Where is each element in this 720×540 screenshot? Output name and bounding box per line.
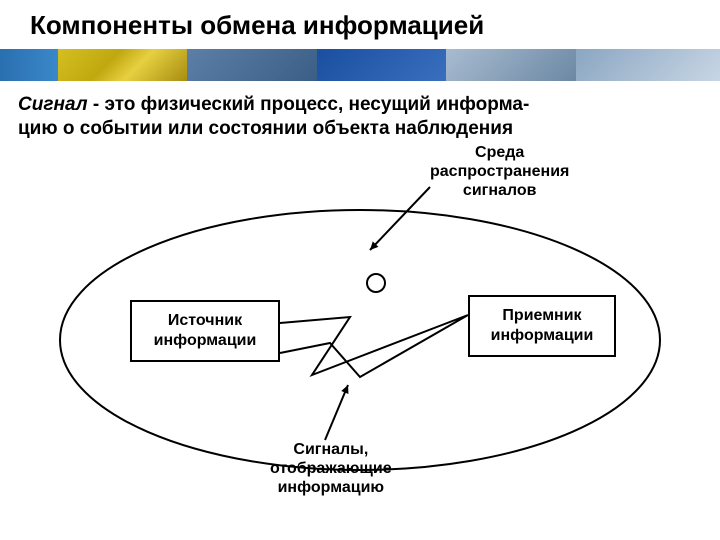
- diagram-area: Источникинформации Приемникинформации Ср…: [0, 145, 720, 525]
- node-receiver: Приемникинформации: [468, 295, 616, 357]
- definition-body: - это физический процесс, несущий информ…: [18, 94, 529, 139]
- definition-text: Сигнал - это физический процесс, несущий…: [18, 93, 690, 141]
- page-title: Компоненты обмена информацией: [30, 10, 720, 41]
- annotation-signals: Сигналы,отображающиеинформацию: [270, 440, 392, 498]
- banner-segment: [187, 49, 317, 81]
- banner-segment: [0, 49, 58, 81]
- node-source: Источникинформации: [130, 300, 280, 362]
- decorative-banner: [0, 49, 720, 81]
- banner-segment: [317, 49, 447, 81]
- banner-segment: [58, 49, 188, 81]
- annotation-environment: Средараспространениясигналов: [430, 143, 569, 201]
- definition-term: Сигнал: [18, 94, 88, 115]
- banner-segment: [446, 49, 576, 81]
- banner-segment: [576, 49, 720, 81]
